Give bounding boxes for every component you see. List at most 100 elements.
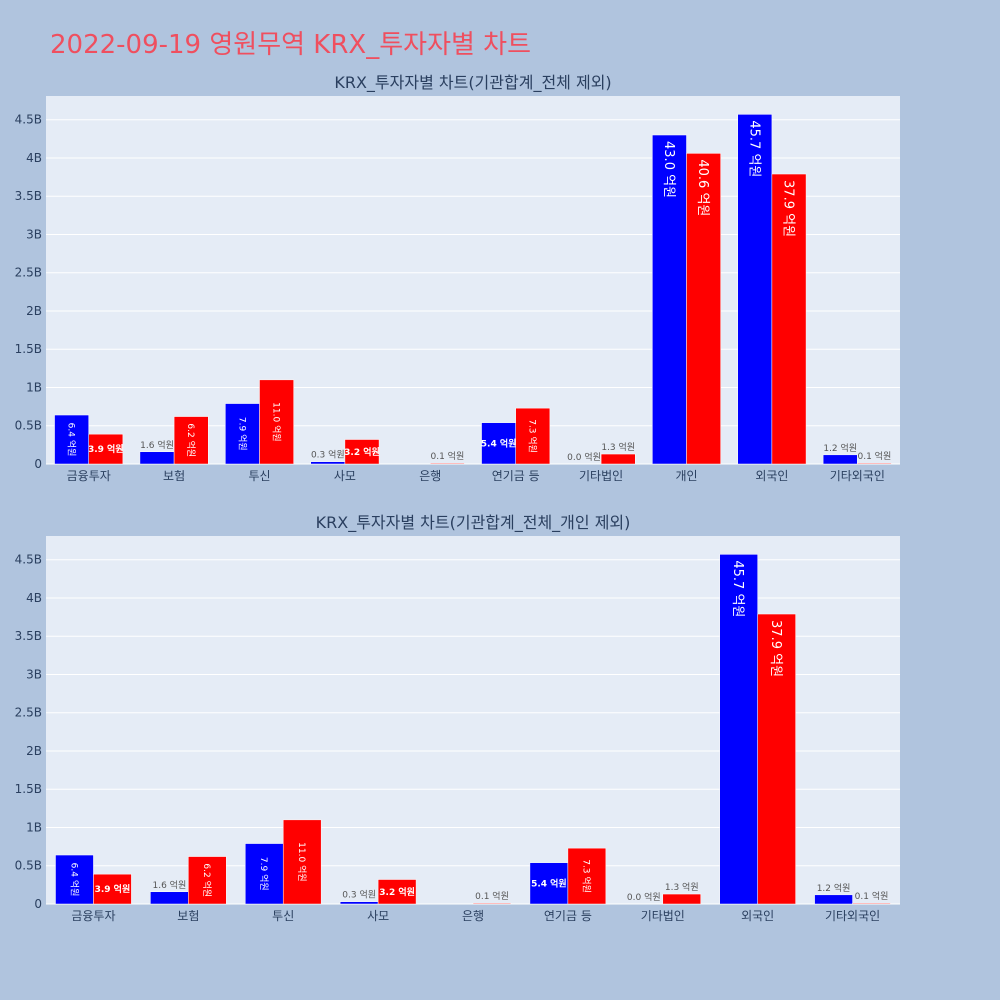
bar-data-label: 0.3 억원 — [342, 889, 376, 901]
bar-sell — [852, 902, 891, 905]
bar-data-label: 0.1 억원 — [855, 890, 889, 902]
bar-data-label: 3.2 억원 — [344, 446, 380, 458]
y-tick-label: 4B — [26, 151, 42, 165]
bar-buy — [54, 414, 89, 465]
bar-sell — [188, 856, 227, 905]
bar-data-label: 0.1 억원 — [431, 450, 465, 462]
y-tick-label: 1.5B — [15, 782, 42, 796]
bar-sell — [686, 153, 721, 465]
bar-sell — [472, 902, 512, 905]
bar-sell — [377, 879, 417, 905]
chart-investor-all: KRX_투자자별 차트(기관합계_전체 제외) 0 0.5B 1B 1.5B 2B 2.5B… — [15, 73, 900, 483]
x-tick-label: 보험 — [163, 469, 185, 483]
bar-sell — [662, 893, 701, 905]
bar-sell — [173, 416, 209, 465]
bar-buy — [55, 854, 94, 905]
bar-data-label: 6.2 억원 — [185, 423, 197, 457]
x-tick-label: 기타외국인 — [830, 469, 885, 483]
bar-data-label: 37.9 억원 — [768, 620, 783, 677]
bar-data-label: 11.0 억원 — [270, 402, 282, 441]
y-tick-label: 4B — [26, 591, 42, 605]
bar-data-label: 0.0 억원 — [627, 891, 661, 903]
bar-data-label: 7.3 억원 — [527, 419, 539, 453]
x-tick-label: 연기금 등 — [544, 909, 592, 923]
bar-buy — [719, 554, 758, 905]
bar-data-label: 0.1 억원 — [475, 890, 509, 902]
bar-data-label: 1.2 억원 — [817, 882, 851, 894]
bar-buy — [529, 862, 569, 905]
bar-sell — [282, 819, 322, 905]
y-tick-label: 2.5B — [15, 706, 42, 720]
bar-buy — [481, 422, 516, 465]
x-tick-label: 보험 — [177, 909, 199, 923]
bar-buy — [310, 461, 346, 465]
y-tick-label: 3B — [26, 667, 42, 681]
y-tick-label: 0.5B — [15, 419, 42, 433]
y-tick-label: 4.5B — [15, 553, 42, 567]
bar-data-label: 11.0 억원 — [296, 842, 308, 881]
x-tick-label: 외국인 — [741, 909, 774, 923]
y-tick-label: 0.5B — [15, 859, 42, 873]
y-tick-label: 0 — [34, 897, 42, 911]
bar-sell — [567, 847, 607, 905]
bar-data-label: 0.3 억원 — [311, 449, 345, 461]
bar-sell — [93, 873, 132, 905]
y-tick-label: 3B — [26, 227, 42, 241]
bar-sell — [515, 407, 551, 465]
bar-data-label: 0.0 억원 — [567, 451, 601, 463]
page-title: 2022-09-19 영원무역 KRX_투자자별 차트 — [50, 30, 532, 60]
bar-data-label: 45.7 억원 — [746, 120, 761, 177]
bar-data-label: 3.2 억원 — [379, 886, 415, 898]
x-tick-label: 금융투자 — [67, 469, 111, 483]
y-tick-label: 2.5B — [15, 266, 42, 280]
y-tick-label: 1B — [26, 380, 42, 394]
bar-data-label: 7.3 억원 — [581, 859, 593, 893]
bar-buy — [737, 114, 773, 465]
x-tick-label: 연기금 등 — [492, 469, 540, 483]
x-tick-label: 은행 — [419, 468, 441, 483]
x-tick-label: 사모 — [367, 909, 389, 923]
bar-sell — [757, 613, 796, 905]
bar-data-label: 7.9 억원 — [258, 857, 270, 891]
y-tick-label: 0 — [34, 457, 42, 471]
bar-data-label: 7.9 억원 — [236, 417, 248, 451]
bar-buy — [139, 451, 175, 465]
bar-data-label: 40.6 억원 — [695, 159, 710, 216]
bar-buy — [245, 843, 284, 905]
bar-data-label: 0.1 억원 — [858, 450, 892, 462]
bar-buy — [150, 891, 189, 905]
bar-data-label: 1.2 억원 — [823, 442, 857, 454]
chart-investor-excl-individual: KRX_투자자별 차트(기관합계_전체_개인 제외) 0 0.5B 1B 1.5B 2B 2… — [15, 513, 900, 923]
bar-buy — [225, 403, 260, 465]
bar-data-label: 6.4 억원 — [65, 423, 77, 457]
x-tick-label: 개인 — [675, 469, 697, 483]
x-tick-label: 투신 — [272, 909, 294, 923]
bar-sell — [259, 379, 294, 465]
y-tick-label: 4.5B — [15, 113, 42, 127]
bar-data-label: 1.3 억원 — [665, 881, 699, 893]
y-tick-label: 2B — [26, 744, 42, 758]
bar-data-label: 43.0 억원 — [661, 141, 676, 198]
y-tick-label: 2B — [26, 304, 42, 318]
bar-sell — [857, 462, 892, 465]
chart-title: KRX_투자자별 차트(기관합계_전체 제외) — [334, 73, 611, 93]
bar-data-label: 5.4 억원 — [481, 437, 517, 449]
x-tick-label: 은행 — [462, 908, 484, 923]
bar-sell — [600, 453, 636, 465]
x-tick-label: 투신 — [248, 469, 270, 483]
x-tick-label: 외국인 — [755, 469, 788, 483]
bar-data-label: 1.3 억원 — [601, 441, 635, 453]
x-tick-label: 기타법인 — [579, 469, 623, 483]
bar-data-label: 3.9 억원 — [95, 883, 131, 895]
bar-buy — [814, 894, 853, 905]
y-tick-label: 3.5B — [15, 189, 42, 203]
bar-data-label: 1.6 억원 — [140, 439, 174, 451]
x-tick-label: 기타외국인 — [825, 909, 880, 923]
bar-data-label: 37.9 억원 — [780, 180, 795, 237]
x-tick-label: 금융투자 — [71, 909, 115, 923]
bar-data-label: 6.4 억원 — [68, 863, 80, 897]
y-tick-label: 3.5B — [15, 629, 42, 643]
bar-data-label: 6.2 억원 — [201, 863, 213, 897]
y-tick-label: 1.5B — [15, 342, 42, 356]
bar-sell — [771, 173, 807, 465]
